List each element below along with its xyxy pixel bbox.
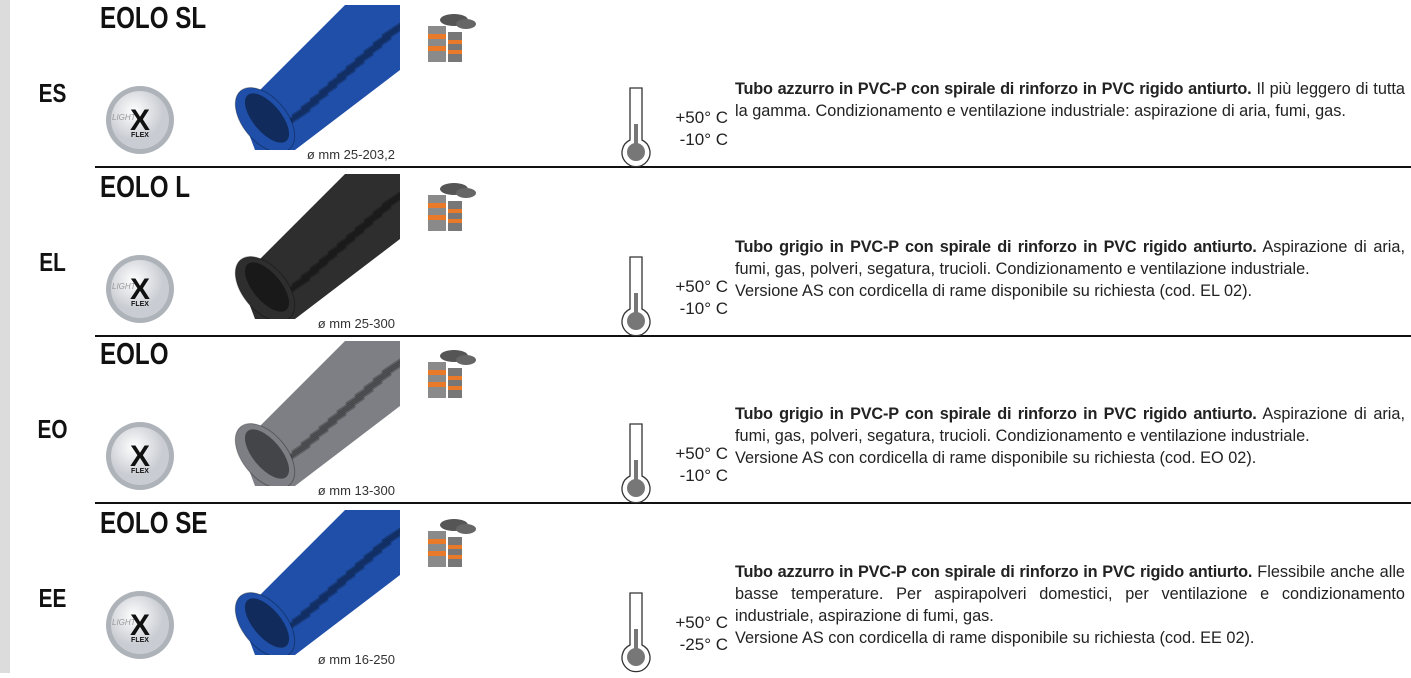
thermometer-icon-graphic [621,592,651,673]
thermometer-icon [616,589,660,678]
badge-mark: X [129,273,150,306]
badge-graphic [106,86,174,154]
description-box: Tubo azzurro in PVC-P con spirale di rin… [735,30,1405,170]
diameter: ø mm 25-203,2 [306,147,395,162]
smoke-icon-graphic [428,350,476,398]
badge-graphic [106,422,174,490]
hose-image [225,336,428,491]
hose-image [225,169,428,324]
temp-max: +50° C [675,444,728,463]
product-name: EOLO [100,336,169,371]
hose-image-graphic [234,173,428,322]
product-name: EOLO SE [100,505,208,540]
description-note: Versione AS con cordicella di rame dispo… [735,449,1257,467]
product-row: EE EOLO SE LIGHT X FLEX ø mm 16-250 +50° C -25°… [0,505,1411,673]
diameter: ø mm 13-300 [317,483,395,498]
hose-image [225,505,428,660]
description-bold: Tubo grigio in PVC-P con spirale di rinf… [735,238,1257,256]
badge: X FLEX [104,420,176,492]
badge-flex: FLEX [131,637,149,644]
description-note: Versione AS con cordicella di rame dispo… [735,282,1253,300]
smoke-icon-graphic [428,14,476,62]
badge-flex: FLEX [131,468,149,475]
diameter: ø mm 25-300 [317,316,395,331]
hose-image-graphic [234,340,428,489]
row-divider [95,502,1411,504]
badge-light: LIGHT [112,618,136,627]
product-code: EE [38,583,67,613]
hose-image [225,0,428,155]
side-strip [0,0,10,673]
hose-image-graphic [234,509,428,658]
temp-min: -10° C [679,299,728,318]
badge-light: LIGHT [112,282,136,291]
description-text: Aspirazione di aria, fumi, gas, polveri,… [735,238,1405,278]
description-text: Il più leggero di tutta la gamma. Condiz… [735,80,1405,120]
badge-mark: X [129,104,150,137]
temp-min: -10° C [679,466,728,485]
product-row: EO EOLO X FLEX ø mm 13-300 +50° C -10° C Tubo g… [0,336,1411,504]
description: Tubo azzurro in PVC-P con spirale di rin… [735,561,1405,627]
badge: LIGHT X FLEX [104,84,176,156]
description-text: Aspirazione di aria, fumi, gas, polveri,… [735,405,1405,445]
smoke-icon [424,348,480,405]
product-row: EL EOLO L LIGHT X FLEX ø mm 25-300 +50° C -10° … [0,169,1411,337]
row-divider [95,166,1411,168]
thermometer-icon [616,84,660,173]
badge-mark: X [129,440,150,473]
description-box: Tubo grigio in PVC-P con spirale di rinf… [735,199,1405,339]
temp-min: -10° C [679,130,728,149]
product-code: EL [39,247,66,277]
temp-min: -25° C [679,635,728,654]
badge-flex: FLEX [131,301,149,308]
description-note: Versione AS con cordicella di rame dispo… [735,629,1255,647]
hose-image-graphic [234,4,428,153]
description: Tubo azzurro in PVC-P con spirale di rin… [735,78,1405,122]
thermometer-icon-graphic [621,256,651,337]
temp-max: +50° C [675,613,728,632]
description-bold: Tubo grigio in PVC-P con spirale di rinf… [735,405,1257,423]
description-bold: Tubo azzurro in PVC-P con spirale di rin… [735,563,1253,581]
smoke-icon [424,181,480,238]
description-box: Tubo azzurro in PVC-P con spirale di rin… [735,535,1405,675]
temp-max: +50° C [675,108,728,127]
temp-max: +50° C [675,277,728,296]
badge-light: LIGHT [112,113,136,122]
row-divider [95,335,1411,337]
product-name: EOLO L [100,169,191,204]
badge: LIGHT X FLEX [104,589,176,661]
smoke-icon [424,517,480,574]
description-box: Tubo grigio in PVC-P con spirale di rinf… [735,366,1405,506]
badge-graphic [106,255,174,323]
thermometer-icon-graphic [621,423,651,504]
thermometer-icon-graphic [621,87,651,168]
badge-graphic [106,591,174,659]
description-bold: Tubo azzurro in PVC-P con spirale di rin… [735,80,1252,98]
product-code: EO [37,414,68,444]
smoke-icon-graphic [428,519,476,567]
badge-mark: X [129,609,150,642]
badge: LIGHT X FLEX [104,253,176,325]
thermometer-icon [616,420,660,509]
product-code: ES [38,78,67,108]
description: Tubo grigio in PVC-P con spirale di rinf… [735,403,1405,447]
smoke-icon [424,12,480,69]
product-row: ES EOLO SL LIGHT X FLEX ø mm 25-203,2 +50° C -1… [0,0,1411,168]
description: Tubo grigio in PVC-P con spirale di rinf… [735,236,1405,280]
diameter: ø mm 16-250 [317,652,395,667]
smoke-icon-graphic [428,183,476,231]
description-text: Flessibile anche alle basse temperature.… [735,563,1405,625]
product-name: EOLO SL [100,0,207,35]
badge-flex: FLEX [131,132,149,139]
thermometer-icon [616,253,660,342]
